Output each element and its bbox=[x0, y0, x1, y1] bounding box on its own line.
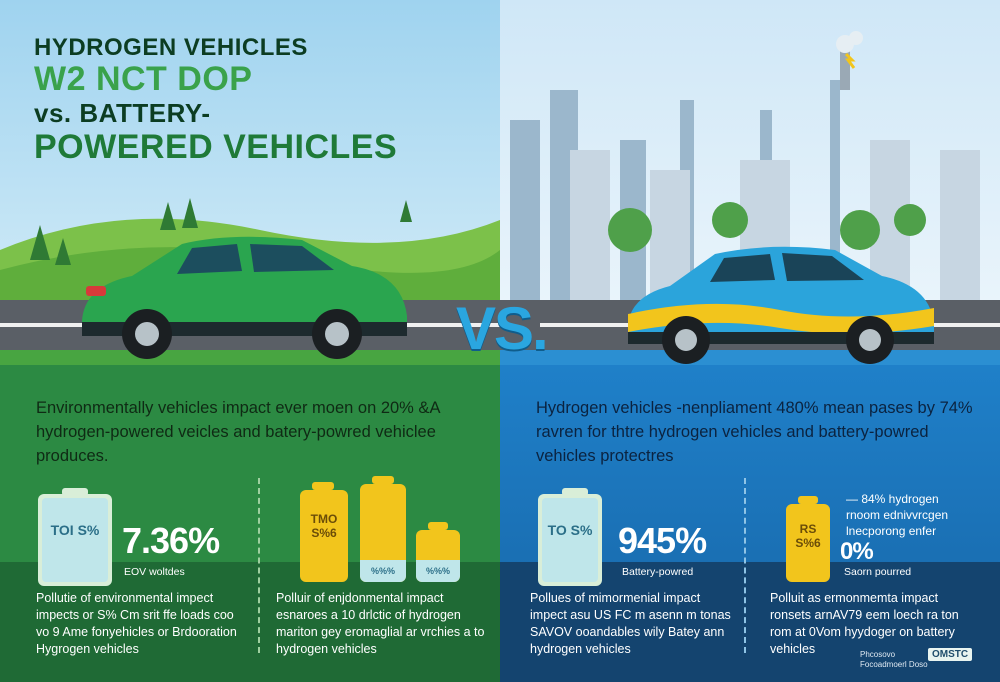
battery-icon: RS S%6 bbox=[786, 504, 830, 582]
battery-cap bbox=[312, 482, 334, 490]
stat2-label: Saorn pourred bbox=[844, 566, 912, 578]
battery-cap bbox=[372, 476, 394, 484]
brand-logo: OMSTC bbox=[928, 648, 973, 661]
footer-text-right: Polluir of enjdonmental impact esnaroes … bbox=[276, 591, 485, 656]
stat2-line-3: lnecporong enfer bbox=[846, 524, 937, 538]
stat-value: 7.36% bbox=[122, 520, 220, 561]
battery-cap bbox=[62, 488, 88, 496]
intro-paragraph: Environmentally vehicles impact ever moe… bbox=[36, 399, 440, 465]
factory-icon bbox=[836, 31, 863, 90]
title-line-3: vs. BATTERY- bbox=[34, 98, 211, 128]
credit-text: Phcosovo Focoadmoerl Doso bbox=[860, 650, 928, 669]
battery-label: TMO S%6 bbox=[310, 512, 338, 540]
battery-label: %%% bbox=[370, 566, 395, 576]
battery-icon: TMO S%6 bbox=[300, 490, 348, 582]
battery-label: TO S% bbox=[547, 522, 593, 538]
stat-label: EOV woltdes bbox=[124, 566, 185, 578]
divider bbox=[744, 478, 746, 653]
battery-icon: TOI S% bbox=[38, 494, 112, 586]
city-skyline-illustration bbox=[510, 80, 980, 300]
battery-icon: %%% bbox=[360, 484, 406, 582]
battery-icon: %%% bbox=[416, 530, 460, 582]
battery-cap bbox=[798, 496, 818, 504]
stat2-line-2: rnoom ednivvrcgen bbox=[846, 508, 949, 522]
footer-text-left: Pollues of mimormenial impact impect asu… bbox=[530, 591, 731, 656]
title-line-1: HYDROGEN VEHICLES bbox=[34, 34, 308, 61]
title-line-4: POWERED VEHICLES bbox=[34, 128, 398, 166]
divider bbox=[258, 478, 260, 653]
stat2-value: 0% bbox=[840, 538, 874, 565]
hydrogen-car-icon bbox=[82, 236, 407, 359]
battery-car-icon bbox=[628, 246, 934, 364]
footer-text-left: Pollutie of environmental impect impects… bbox=[36, 591, 237, 656]
stat-label: Battery-powred bbox=[622, 566, 694, 578]
battery-label: RS S%6 bbox=[795, 522, 821, 550]
stat-value: 945% bbox=[618, 520, 707, 561]
footer-text-right: Polluit as ermonmemta impact ronsets arn… bbox=[770, 591, 959, 656]
battery-label: TOI S% bbox=[50, 522, 100, 538]
battery-label: %%% bbox=[425, 566, 450, 576]
intro-paragraph: Hydrogen vehicles -nenpliament 480% mean… bbox=[536, 399, 973, 465]
stat2-line-1: — 84% hydrogen bbox=[846, 492, 939, 506]
battery-side: Hydrogen vehicles -nenpliament 480% mean… bbox=[500, 0, 1000, 682]
battery-cap bbox=[562, 488, 588, 496]
battery-cap bbox=[428, 522, 448, 530]
battery-icon: TO S% bbox=[538, 494, 602, 586]
title-line-2: W2 NCT DOP bbox=[34, 60, 253, 98]
vs-label: VS. bbox=[456, 295, 549, 362]
hydrogen-side: HYDROGEN VEHICLES W2 NCT DOP vs. BATTERY… bbox=[0, 0, 500, 682]
